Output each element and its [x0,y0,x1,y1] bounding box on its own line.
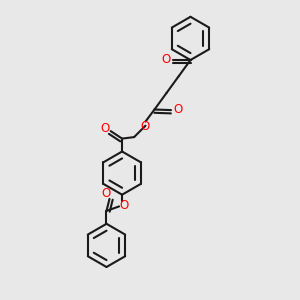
Text: O: O [141,120,150,134]
Text: O: O [173,103,182,116]
Text: O: O [101,187,110,200]
Text: O: O [120,199,129,212]
Text: O: O [162,52,171,66]
Text: O: O [100,122,109,135]
